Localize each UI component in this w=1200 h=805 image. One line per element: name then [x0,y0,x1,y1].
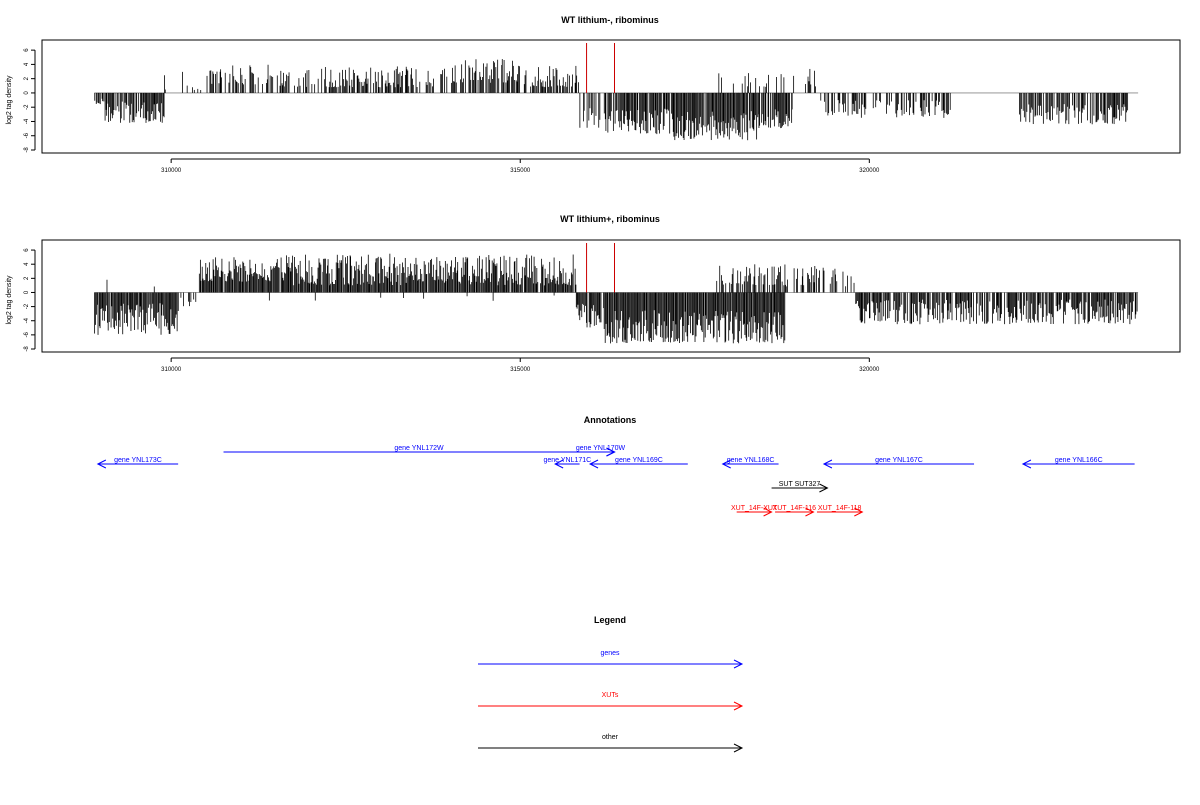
legend-label: other [602,734,619,741]
annotation-label: gene YNL168C [727,457,775,464]
plot-frame [41,39,1181,154]
annotation-label: gene YNL167C [875,457,923,464]
feature-arrowhead [819,483,829,493]
annotation-label: gene YNL172W [394,445,444,452]
panel-1-plot: 6 4 2 0 -2 -4 -6 -8 310000 315000 320000 [24,39,1181,174]
panel-2-plot: 6 4 2 0 -2 -4 -6 -8 310000 315000 320000 [24,239,1181,373]
feature-arrowhead [96,459,107,469]
legend: genes XUTs other [478,650,744,753]
annotation-feature: gene YNL167C [822,457,975,469]
y-tick-label: -2 [24,303,30,309]
feature-arrowhead [822,459,833,469]
annotation-feature: gene YNL166C [1021,457,1135,469]
panel-1-ylabel-group: log2 tag density [6,75,13,125]
y-tick-label: -4 [24,317,30,323]
annotation-label: gene YNL171C [543,457,591,464]
y-tick-label: 2 [24,276,30,280]
feature-arrowhead [721,459,731,469]
annotation-track: gene YNL173C gene YNL172W gene YNL170W gene… [96,445,1135,517]
y-tick-label: 2 [24,76,30,80]
y-tick-label: 4 [24,262,30,266]
legend-item: XUTs [478,692,744,711]
annotation-label: XUT_14F-XUT [731,505,778,512]
panel-2-ylabel: log2 tag density [6,275,13,325]
annotation-feature: gene YNL170W [576,445,626,457]
annotation-feature: XUT_14F-118 [816,505,864,517]
legend-label: genes [600,650,620,657]
signal-bars [94,253,1138,344]
feature-arrowhead [588,459,599,469]
annotation-label: XUT_14F-116 [773,505,817,512]
annotation-feature: XUT_14F-XUT [731,505,778,517]
x-tick-label: 310000 [161,168,182,174]
legend-item: genes [478,650,744,669]
legend-title: Legend [594,615,626,625]
annotation-feature: SUT SUT327 [771,481,829,493]
annotation-feature: gene YNL171C [543,457,591,469]
y-tick-label: -8 [24,346,30,352]
annotation-feature: gene YNL173C [96,457,179,469]
annotation-feature: gene YNL168C [721,457,779,469]
panel-2-title: WT lithium+, ribominus [560,214,660,224]
x-tick-label: 310000 [161,367,182,373]
y-tick-label: -8 [24,147,30,153]
feature-arrowhead [733,659,744,669]
feature-arrowhead [733,743,744,753]
annotations-title: Annotations [584,415,637,425]
x-tick-label: 315000 [510,168,531,174]
y-tick-label: -4 [24,118,30,124]
x-tick-label: 320000 [859,367,880,373]
y-tick-label: 0 [24,91,30,95]
panel-1-ylabel: log2 tag density [6,75,13,125]
annotation-feature: gene YNL169C [588,457,688,469]
annotation-label: gene YNL173C [114,457,162,464]
y-tick-label: 4 [24,62,30,66]
feature-arrowhead [606,447,616,457]
feature-arrowhead [854,507,864,517]
plot-frame [41,239,1181,353]
feature-arrowhead [1021,459,1032,469]
y-tick-label: 0 [24,290,30,294]
legend-item: other [478,734,744,753]
panel-2-ylabel-group: log2 tag density [6,275,13,325]
feature-arrowhead [763,507,773,517]
legend-label: XUTs [602,692,619,699]
x-tick-label: 320000 [859,168,880,174]
feature-arrowhead [554,459,564,469]
y-tick-label: 6 [24,48,30,52]
signal-bars [94,59,1129,141]
panel-1-title: WT lithium-, ribominus [561,15,659,25]
annotation-label: gene YNL169C [615,457,663,464]
y-tick-label: 6 [24,248,30,252]
y-tick-label: -2 [24,104,30,110]
annotation-label: gene YNL166C [1055,457,1103,464]
annotation-label: gene YNL170W [576,445,626,452]
annotation-label: XUT_14F-118 [818,505,862,512]
annotation-label: SUT SUT327 [779,481,821,488]
feature-arrowhead [805,507,815,517]
annotation-feature: XUT_14F-116 [773,505,817,517]
y-tick-label: -6 [24,332,30,338]
y-tick-label: -6 [24,132,30,138]
feature-arrowhead [733,701,744,711]
x-tick-label: 315000 [510,367,531,373]
